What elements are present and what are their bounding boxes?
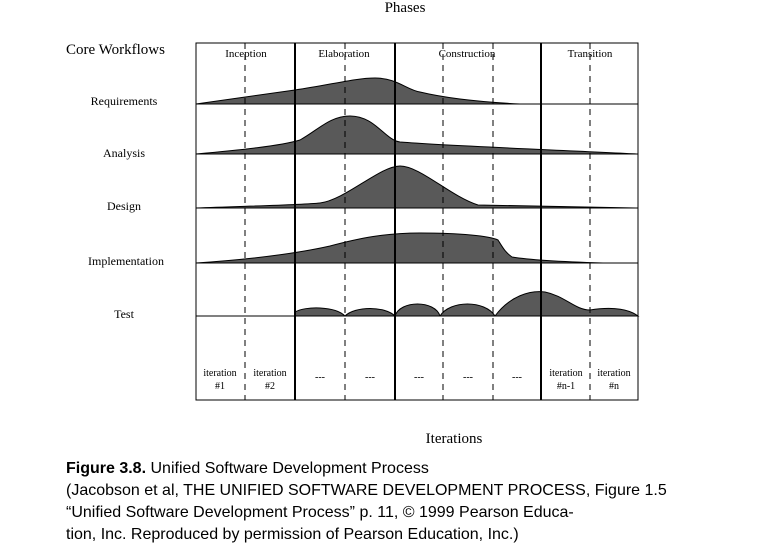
iteration-label: #1 bbox=[215, 381, 225, 392]
phase-labels: Inception Elaboration Construction Trans… bbox=[225, 48, 613, 60]
iteration-labels: iteration #1 iteration #2 --- --- --- --… bbox=[203, 368, 630, 392]
test-humps bbox=[294, 291, 640, 317]
iteration-label: iteration bbox=[549, 368, 582, 379]
test-hump bbox=[343, 308, 397, 317]
phases-title: Phases bbox=[385, 0, 426, 16]
iteration-label: --- bbox=[512, 372, 522, 383]
iteration-label: iteration bbox=[253, 368, 286, 379]
figure-title: Unified Software Development Process bbox=[150, 460, 429, 477]
iteration-label: --- bbox=[463, 372, 473, 383]
caption-line: tion, Inc. Reproduced by permission of P… bbox=[66, 526, 519, 543]
caption-line: “Unified Software Development Process” p… bbox=[66, 504, 574, 521]
iteration-label: #n-1 bbox=[557, 381, 575, 392]
requirements-hump bbox=[195, 77, 521, 105]
iteration-label: #n bbox=[609, 381, 619, 392]
workflow-humps bbox=[195, 77, 640, 317]
analysis-hump bbox=[195, 115, 639, 155]
workflow-label-implementation: Implementation bbox=[88, 254, 164, 268]
workflow-labels: Requirements Analysis Design Implementat… bbox=[88, 94, 164, 321]
design-hump bbox=[195, 165, 639, 209]
diagram-grid bbox=[195, 42, 639, 401]
rup-hump-diagram: Phases Core Workflows bbox=[66, 0, 640, 447]
diagram-frame bbox=[195, 42, 639, 401]
iteration-label: iteration bbox=[597, 368, 630, 379]
iteration-label: --- bbox=[365, 372, 375, 383]
implementation-hump bbox=[195, 232, 604, 264]
figure-label: Figure 3.8. bbox=[66, 460, 147, 477]
figure-caption: Figure 3.8. Unified Software Development… bbox=[66, 458, 667, 546]
iteration-label: --- bbox=[414, 372, 424, 383]
test-hump bbox=[394, 303, 441, 317]
phase-label-transition: Transition bbox=[568, 48, 613, 60]
iteration-label: #2 bbox=[265, 381, 275, 392]
workflow-label-design: Design bbox=[107, 199, 141, 213]
test-hump bbox=[294, 307, 347, 317]
iterations-axis-label: Iterations bbox=[426, 431, 483, 447]
caption-title-line: Figure 3.8. Unified Software Development… bbox=[66, 458, 646, 480]
iteration-label: iteration bbox=[203, 368, 236, 379]
iteration-label: --- bbox=[315, 372, 325, 383]
phase-label-elaboration: Elaboration bbox=[318, 48, 370, 60]
phase-label-construction: Construction bbox=[439, 48, 496, 60]
iteration-boundaries bbox=[244, 43, 591, 400]
phase-boundaries bbox=[294, 43, 542, 400]
phase-label-inception: Inception bbox=[225, 48, 267, 60]
workflow-label-requirements: Requirements bbox=[91, 94, 158, 108]
workflow-label-analysis: Analysis bbox=[103, 146, 145, 160]
caption-line: (Jacobson et al, THE UNIFIED SOFTWARE DE… bbox=[66, 482, 667, 499]
test-hump bbox=[493, 291, 640, 317]
test-hump bbox=[439, 303, 496, 317]
core-workflows-header: Core Workflows bbox=[66, 42, 165, 58]
workflow-label-test: Test bbox=[114, 307, 134, 321]
